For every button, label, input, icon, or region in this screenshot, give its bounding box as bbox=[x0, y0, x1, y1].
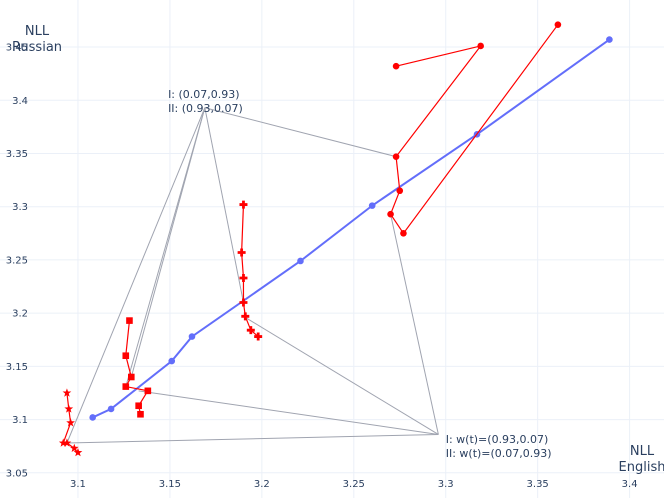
y-tick-label: 3.15 bbox=[6, 362, 28, 373]
data-point bbox=[239, 200, 248, 209]
y-axis-title-line-2: Russian bbox=[12, 40, 62, 55]
data-point bbox=[144, 387, 152, 395]
data-point bbox=[239, 274, 248, 283]
series-layer bbox=[58, 21, 613, 457]
data-point bbox=[188, 333, 196, 340]
y-tick-label: 3.35 bbox=[6, 149, 28, 160]
data-point bbox=[89, 414, 96, 421]
y-tick-label: 3.2 bbox=[12, 309, 28, 320]
series-circle bbox=[387, 21, 562, 237]
annotation-pointer-line bbox=[66, 107, 206, 444]
annotation-text: I: w(t)=(0.93,0.07) bbox=[446, 433, 549, 446]
y-tick-label: 3.45 bbox=[6, 43, 28, 54]
data-point bbox=[368, 202, 376, 209]
x-tick-label: 3.1 bbox=[70, 479, 86, 490]
data-point bbox=[606, 36, 613, 43]
annotation-pointer-line bbox=[125, 107, 206, 387]
data-point bbox=[107, 405, 115, 413]
data-point bbox=[554, 21, 562, 28]
data-point bbox=[477, 42, 484, 50]
series-circle bbox=[89, 36, 613, 421]
data-point bbox=[69, 443, 79, 453]
y-tick-label: 3.1 bbox=[12, 415, 28, 426]
data-point bbox=[62, 388, 72, 397]
data-point bbox=[237, 248, 246, 257]
annotation-pointer-line bbox=[243, 315, 439, 435]
x-tick-label: 3.4 bbox=[622, 479, 638, 490]
annotation-pointer-line bbox=[138, 390, 439, 435]
data-point bbox=[122, 352, 130, 360]
annotations: I: (0.07,0.93)II: (0.93,0.07) I: w(t)=(0.… bbox=[168, 88, 552, 460]
annotation-pointer-line bbox=[204, 107, 244, 303]
data-point bbox=[246, 326, 255, 335]
data-point bbox=[392, 62, 400, 70]
data-point bbox=[126, 317, 133, 324]
y-tick-label: 3.4 bbox=[12, 96, 28, 107]
x-tick-label: 3.35 bbox=[527, 479, 549, 490]
x-axis-title-line-2: English bbox=[619, 460, 664, 475]
data-point bbox=[127, 373, 135, 381]
data-point bbox=[387, 210, 394, 218]
x-tick-label: 3.25 bbox=[343, 479, 365, 490]
data-point bbox=[396, 187, 404, 195]
y-tick-label: 3.25 bbox=[6, 255, 28, 266]
y-axis-title-line-1: NLL bbox=[25, 24, 50, 39]
y-tick-label: 3.05 bbox=[6, 468, 28, 479]
data-point bbox=[73, 447, 83, 457]
data-point bbox=[122, 383, 130, 390]
data-point bbox=[137, 410, 144, 418]
annotation-pointers bbox=[66, 107, 439, 444]
data-point bbox=[58, 438, 68, 447]
data-point bbox=[62, 438, 72, 447]
annotation-text: I: (0.07,0.93) bbox=[168, 88, 240, 101]
series-star bbox=[58, 388, 83, 457]
series-square bbox=[122, 317, 152, 418]
tick-labels: 3.1 3.15 3.2 3.25 3.3 3.35 3.4 3.05 3.1 3.15 3.2 3.… bbox=[6, 43, 638, 490]
series-line bbox=[92, 38, 610, 419]
x-tick-label: 3.3 bbox=[438, 479, 454, 490]
x-tick-label: 3.2 bbox=[254, 479, 270, 490]
data-point bbox=[400, 230, 407, 237]
annotation-text: II: (0.93,0.07) bbox=[168, 102, 243, 115]
series-cross bbox=[237, 200, 263, 341]
x-tick-label: 3.15 bbox=[159, 479, 181, 490]
annotation-pointer-line bbox=[66, 433, 439, 444]
data-point bbox=[297, 257, 304, 265]
data-point bbox=[168, 357, 176, 365]
annotation-text: II: w(t)=(0.07,0.93) bbox=[446, 447, 552, 460]
annotation-pointer-line bbox=[204, 107, 397, 158]
data-point bbox=[66, 418, 75, 427]
x-axis-title-line-1: NLL bbox=[630, 444, 655, 459]
data-point bbox=[254, 332, 263, 341]
annotation-pointer-line bbox=[390, 214, 439, 435]
y-tick-label: 3.3 bbox=[12, 202, 28, 213]
data-point bbox=[64, 404, 74, 413]
data-point bbox=[241, 312, 250, 321]
data-point bbox=[135, 402, 142, 410]
data-point bbox=[392, 153, 400, 160]
data-point bbox=[239, 298, 248, 307]
